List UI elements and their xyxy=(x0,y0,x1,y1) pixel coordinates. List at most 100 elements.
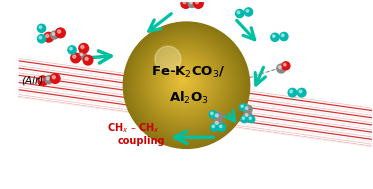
Circle shape xyxy=(179,77,187,85)
Text: Fe-K$_2$CO$_3$/: Fe-K$_2$CO$_3$/ xyxy=(151,65,226,80)
Circle shape xyxy=(135,34,236,135)
Circle shape xyxy=(176,74,190,88)
Circle shape xyxy=(136,35,235,134)
Circle shape xyxy=(246,9,249,12)
Circle shape xyxy=(137,35,235,133)
Circle shape xyxy=(244,8,253,16)
Circle shape xyxy=(148,46,222,120)
Circle shape xyxy=(133,32,239,137)
Circle shape xyxy=(173,71,194,92)
Circle shape xyxy=(50,74,60,83)
Circle shape xyxy=(220,125,222,128)
Circle shape xyxy=(211,124,218,131)
Circle shape xyxy=(239,104,247,111)
Circle shape xyxy=(297,88,306,97)
Circle shape xyxy=(146,45,224,122)
Circle shape xyxy=(183,1,186,4)
Circle shape xyxy=(39,36,42,39)
Circle shape xyxy=(151,50,218,116)
Text: CH$_x$ – CH$_x$: CH$_x$ – CH$_x$ xyxy=(107,121,160,135)
Circle shape xyxy=(245,114,248,116)
Circle shape xyxy=(188,0,196,7)
Circle shape xyxy=(81,45,84,49)
Circle shape xyxy=(140,38,231,130)
Circle shape xyxy=(134,32,238,136)
Circle shape xyxy=(195,1,198,4)
Circle shape xyxy=(279,66,282,69)
Circle shape xyxy=(172,70,194,93)
Circle shape xyxy=(175,73,191,89)
Circle shape xyxy=(73,55,76,58)
Circle shape xyxy=(177,75,189,88)
Circle shape xyxy=(151,49,219,117)
Circle shape xyxy=(126,25,246,145)
Circle shape xyxy=(143,42,227,125)
Circle shape xyxy=(166,64,202,100)
Circle shape xyxy=(68,46,76,54)
Circle shape xyxy=(244,112,252,120)
Circle shape xyxy=(299,90,302,93)
Circle shape xyxy=(154,53,214,113)
Circle shape xyxy=(131,29,241,140)
Circle shape xyxy=(79,52,86,59)
Circle shape xyxy=(212,125,214,128)
Circle shape xyxy=(167,65,200,98)
Circle shape xyxy=(51,31,59,39)
Circle shape xyxy=(155,54,214,112)
Circle shape xyxy=(166,65,201,99)
Circle shape xyxy=(283,63,286,66)
Circle shape xyxy=(71,53,81,63)
Text: coupling: coupling xyxy=(118,136,165,146)
Circle shape xyxy=(242,117,245,119)
Circle shape xyxy=(128,26,245,143)
Circle shape xyxy=(142,41,228,126)
Circle shape xyxy=(159,57,210,108)
Circle shape xyxy=(215,114,218,117)
Circle shape xyxy=(139,37,232,131)
Circle shape xyxy=(148,47,221,120)
Circle shape xyxy=(83,55,93,65)
Circle shape xyxy=(157,56,211,109)
Circle shape xyxy=(218,124,226,131)
Circle shape xyxy=(141,40,230,128)
Circle shape xyxy=(126,24,247,146)
Circle shape xyxy=(37,24,46,33)
Circle shape xyxy=(249,117,251,119)
Circle shape xyxy=(213,120,223,129)
Circle shape xyxy=(181,79,185,83)
Circle shape xyxy=(190,1,192,4)
Circle shape xyxy=(52,33,55,35)
Circle shape xyxy=(37,35,46,43)
Circle shape xyxy=(290,90,292,93)
Circle shape xyxy=(137,36,234,132)
Circle shape xyxy=(150,48,220,118)
Circle shape xyxy=(130,29,242,141)
Circle shape xyxy=(271,33,279,41)
Circle shape xyxy=(282,34,284,37)
Circle shape xyxy=(147,46,223,121)
Circle shape xyxy=(154,52,215,114)
Circle shape xyxy=(181,79,185,82)
Circle shape xyxy=(160,58,209,107)
Circle shape xyxy=(282,62,290,70)
Circle shape xyxy=(152,51,217,115)
Circle shape xyxy=(52,76,55,79)
Circle shape xyxy=(182,80,184,82)
Circle shape xyxy=(213,112,223,122)
Circle shape xyxy=(127,26,245,144)
Circle shape xyxy=(132,30,241,139)
Circle shape xyxy=(168,66,200,98)
Circle shape xyxy=(145,43,225,124)
Circle shape xyxy=(44,32,53,42)
Circle shape xyxy=(140,39,231,129)
Circle shape xyxy=(155,46,181,72)
Circle shape xyxy=(237,11,240,14)
Circle shape xyxy=(194,0,203,8)
Circle shape xyxy=(85,57,88,60)
Circle shape xyxy=(149,48,220,119)
Circle shape xyxy=(174,72,193,91)
Circle shape xyxy=(280,33,288,41)
Circle shape xyxy=(129,27,244,143)
Circle shape xyxy=(144,43,226,125)
Circle shape xyxy=(46,34,49,37)
